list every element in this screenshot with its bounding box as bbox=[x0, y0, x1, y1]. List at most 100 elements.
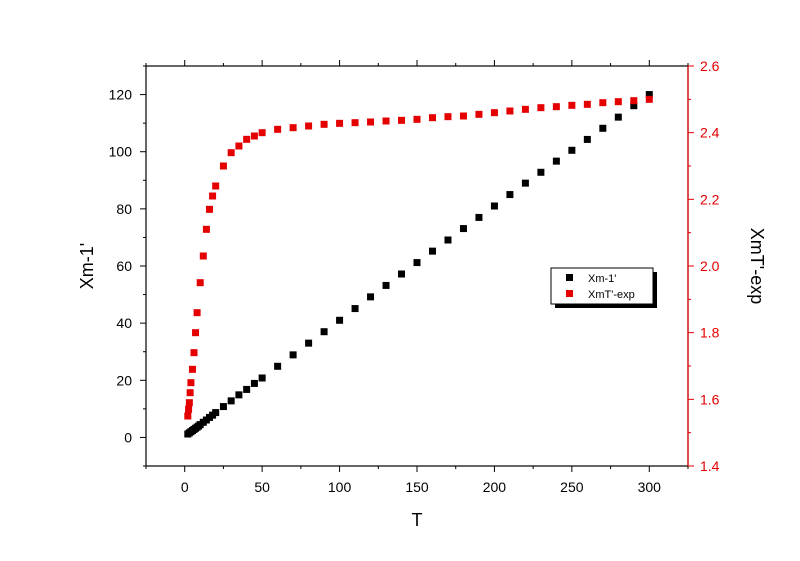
x-tick-label: 200 bbox=[483, 479, 507, 495]
xm-data-point bbox=[413, 259, 421, 267]
xm-data-point bbox=[645, 91, 653, 99]
xmt-data-point bbox=[459, 112, 467, 120]
xmt-data-point bbox=[199, 252, 207, 260]
xm-data-point bbox=[444, 236, 452, 244]
xm-data-point bbox=[428, 247, 436, 255]
xmt-data-point bbox=[209, 192, 217, 200]
xmt-data-point bbox=[475, 110, 483, 118]
x-tick-label: 50 bbox=[254, 479, 270, 495]
xm-data-point bbox=[243, 385, 251, 393]
y-tick-label: 120 bbox=[109, 87, 133, 103]
xmt-data-point bbox=[274, 125, 282, 133]
xm-data-point bbox=[219, 403, 227, 411]
xm-data-point bbox=[250, 379, 258, 387]
y2-axis-title: XmT'-exp bbox=[747, 228, 767, 304]
xm-data-point bbox=[305, 339, 313, 347]
xm-data-point bbox=[614, 113, 622, 121]
xm-data-point bbox=[475, 213, 483, 221]
xmt-data-point bbox=[192, 329, 200, 337]
xmt-data-point bbox=[336, 119, 344, 127]
x-tick-label: 0 bbox=[181, 479, 189, 495]
y-tick-label: 100 bbox=[109, 144, 133, 160]
xm-data-point bbox=[258, 374, 266, 382]
xm-data-point bbox=[506, 191, 514, 199]
legend: Xm-1' XmT'-exp bbox=[550, 267, 657, 308]
xmt-data-point bbox=[258, 129, 266, 137]
xmt-data-point bbox=[212, 182, 220, 190]
x-tick-label: 250 bbox=[560, 479, 584, 495]
xmt-data-point bbox=[444, 113, 452, 121]
xmt-data-point bbox=[185, 399, 193, 407]
xmt-data-point bbox=[537, 104, 545, 112]
xmt-data-point bbox=[428, 114, 436, 122]
xm-data-point bbox=[568, 146, 576, 154]
xmt-data-point bbox=[506, 107, 514, 115]
xmt-data-point bbox=[305, 122, 313, 130]
y-tick-label: 80 bbox=[116, 201, 132, 217]
xm-data-point bbox=[382, 281, 390, 289]
x-tick-label: 100 bbox=[328, 479, 352, 495]
xmt-data-point bbox=[398, 116, 406, 124]
xmt-data-point bbox=[614, 98, 622, 106]
xmt-data-point bbox=[583, 100, 591, 108]
xmt-data-point bbox=[568, 101, 576, 109]
y2-tick-label: 1.4 bbox=[700, 458, 720, 474]
y2-tick-label: 2.2 bbox=[700, 191, 720, 207]
x-tick-label: 300 bbox=[638, 479, 662, 495]
xmt-data-point bbox=[227, 149, 235, 157]
xm-data-point bbox=[320, 328, 328, 336]
xmt-data-point bbox=[630, 97, 638, 105]
xmt-data-point bbox=[320, 120, 328, 128]
xm-data-point bbox=[630, 102, 638, 110]
y-axis-left: 0 20 40 60 80 100 120 bbox=[109, 65, 146, 467]
xmt-data-point bbox=[250, 132, 258, 140]
y2-tick-label: 2.0 bbox=[700, 258, 720, 274]
xmt-data-point bbox=[490, 109, 498, 117]
x-tick-label: 150 bbox=[405, 479, 429, 495]
xm-data-point bbox=[367, 293, 375, 301]
y2-tick-label: 2.4 bbox=[700, 125, 720, 141]
xmt-data-point bbox=[184, 412, 192, 420]
xmt-data-point bbox=[413, 115, 421, 123]
xmt-data-point bbox=[235, 142, 243, 150]
xmt-data-point bbox=[186, 389, 194, 397]
xmt-data-point bbox=[193, 309, 201, 317]
y-tick-label: 20 bbox=[116, 372, 132, 388]
xm-data-point bbox=[227, 397, 235, 405]
xmt-data-point bbox=[552, 103, 560, 111]
xmt-data-point bbox=[367, 118, 375, 126]
y-tick-label: 40 bbox=[116, 315, 132, 331]
xmt-data-point bbox=[243, 135, 251, 143]
y-axis-title: Xm-1' bbox=[77, 243, 97, 289]
xmt-data-point bbox=[521, 105, 529, 113]
legend-marker-xmt bbox=[566, 290, 573, 297]
xmt-data-point bbox=[185, 405, 193, 413]
xmt-data-point bbox=[202, 225, 210, 233]
y2-tick-label: 2.6 bbox=[700, 58, 720, 74]
xm-data-point bbox=[398, 270, 406, 278]
xmt-data-point bbox=[289, 124, 297, 132]
xmt-data-point bbox=[190, 349, 198, 357]
xm-data-point bbox=[351, 305, 359, 313]
xmt-data-point bbox=[645, 95, 653, 103]
x-axis-title: T bbox=[412, 510, 423, 530]
xm-data-point bbox=[583, 135, 591, 143]
xm-data-point bbox=[521, 179, 529, 187]
xm-data-point bbox=[289, 351, 297, 359]
xm-data-point bbox=[552, 157, 560, 165]
xmt-data-point bbox=[196, 279, 204, 287]
y-tick-label: 0 bbox=[124, 429, 132, 445]
y2-tick-label: 1.6 bbox=[700, 391, 720, 407]
xm-data-point bbox=[490, 202, 498, 210]
legend-marker-xm bbox=[566, 274, 573, 281]
xm-data-point bbox=[459, 225, 467, 233]
xm-data-point bbox=[336, 316, 344, 324]
xm-data-point bbox=[599, 124, 607, 132]
xm-data-point bbox=[537, 168, 545, 176]
xmt-data-point bbox=[188, 365, 196, 373]
legend-label-xmt: XmT'-exp bbox=[588, 289, 635, 301]
y-tick-label: 60 bbox=[116, 258, 132, 274]
x-axis: 0 50 100 150 200 250 300 bbox=[145, 60, 689, 495]
xm-data-point bbox=[274, 362, 282, 370]
